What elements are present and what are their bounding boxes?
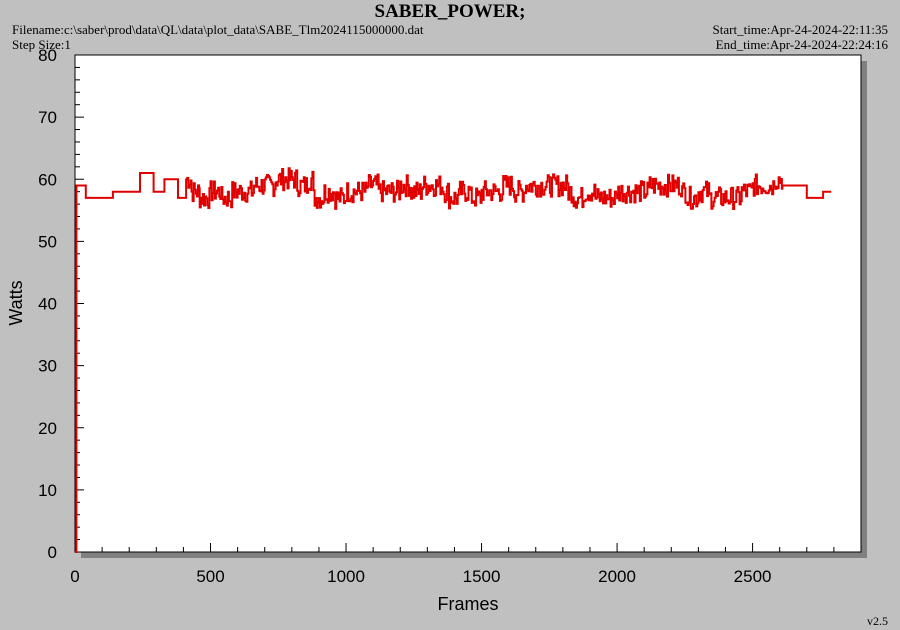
x-tick-label: 1500 — [463, 567, 501, 586]
x-tick-label: 500 — [196, 567, 224, 586]
start-time-label: Start_time:Apr-24-2024-22:11:35 — [712, 22, 888, 37]
filename-label: Filename:c:\saber\prod\data\QL\data\plot… — [12, 22, 424, 37]
version-label: v2.5 — [867, 614, 888, 628]
axes: 0 10 20 30 40 50 60 70 80 0 500 1000 1500 2000 2500 — [38, 46, 861, 586]
series-layer — [75, 167, 832, 553]
step-size-label: Step Size:1 — [12, 37, 71, 52]
y-tick-label: 40 — [38, 295, 57, 314]
y-tick-label: 80 — [38, 46, 57, 65]
x-tick-label: 0 — [70, 567, 79, 586]
y-axis-label: Watts — [6, 280, 26, 325]
x-axis-label: Frames — [437, 594, 498, 614]
chart-title: SABER_POWER; — [374, 1, 526, 22]
x-tick-label: 2500 — [734, 567, 772, 586]
y-tick-label: 50 — [38, 232, 57, 251]
y-tick-label: 60 — [38, 170, 57, 189]
x-tick-label: 1000 — [327, 567, 365, 586]
y-tick-label: 0 — [48, 543, 57, 562]
y-tick-label: 20 — [38, 419, 57, 438]
y-tick-label: 70 — [38, 108, 57, 127]
series-line — [75, 167, 832, 553]
y-tick-label: 30 — [38, 357, 57, 376]
x-tick-label: 2000 — [598, 567, 636, 586]
y-tick-label: 10 — [38, 481, 57, 500]
plot-area — [74, 54, 862, 553]
end-time-label: End_time:Apr-24-2024-22:24:16 — [715, 37, 888, 52]
